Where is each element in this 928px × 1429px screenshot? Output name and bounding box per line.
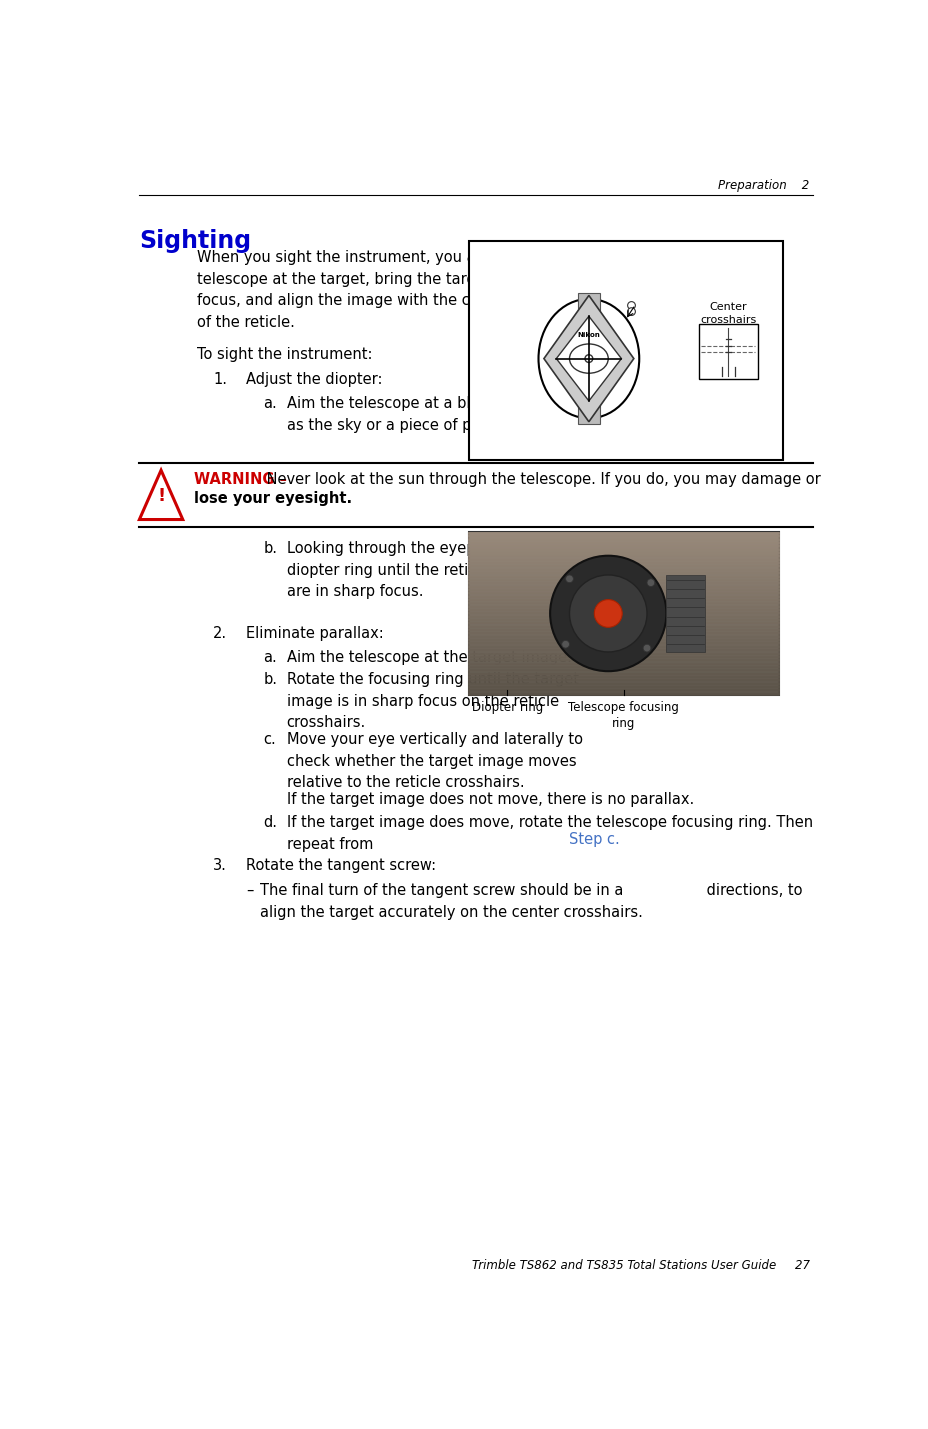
Circle shape [561,640,569,649]
Circle shape [549,556,665,672]
Text: Rotate the focusing ring until the target
image is in sharp focus on the reticle: Rotate the focusing ring until the targe… [287,672,578,730]
Circle shape [642,644,651,652]
Text: lose your eyesight.: lose your eyesight. [193,492,352,506]
Circle shape [594,600,622,627]
Text: Rotate the tangent screw:: Rotate the tangent screw: [246,859,436,873]
Circle shape [627,302,635,309]
Circle shape [646,579,654,586]
Bar [577,293,599,324]
Text: d.: d. [264,815,277,830]
Text: b.: b. [264,542,277,556]
Ellipse shape [538,299,638,419]
Bar [577,393,599,424]
Text: Move your eye vertically and laterally to
check whether the target image moves
r: Move your eye vertically and laterally t… [287,732,582,790]
Text: Telescope focusing
ring: Telescope focusing ring [568,702,678,730]
Text: Diopter ring: Diopter ring [471,702,543,714]
Text: Preparation    2: Preparation 2 [717,179,809,191]
Text: b.: b. [264,672,277,687]
Text: The final turn of the tangent screw should be in a                  directions, : The final turn of the tangent screw shou… [260,883,802,919]
Text: Aim the telescope at the target image.: Aim the telescope at the target image. [287,650,571,666]
Text: c.: c. [264,732,276,747]
Bar [698,324,757,379]
Text: When you sight the instrument, you aim the
telescope at the target, bring the ta: When you sight the instrument, you aim t… [198,250,588,330]
Text: Aim the telescope at a blank area, such
as the sky or a piece of paper.: Aim the telescope at a blank area, such … [287,396,577,433]
Bar [469,240,781,460]
Text: To sight the instrument:: To sight the instrument: [198,347,373,362]
Text: a.: a. [264,396,277,412]
Text: 2.: 2. [213,626,226,640]
Text: –: – [246,883,253,897]
Polygon shape [139,470,183,520]
Text: If the target image does not move, there is no parallax.: If the target image does not move, there… [287,792,693,807]
Text: Center
crosshairs: Center crosshairs [700,303,755,324]
Text: Adjust the diopter:: Adjust the diopter: [246,372,382,387]
Text: 3.: 3. [213,859,226,873]
Text: If the target image does move, rotate the telescope focusing ring. Then
repeat f: If the target image does move, rotate th… [287,815,812,852]
Text: a.: a. [264,650,277,666]
Polygon shape [543,296,633,422]
Text: Step c.: Step c. [568,832,619,847]
Text: 1.: 1. [213,372,226,387]
Polygon shape [556,316,621,402]
Text: Looking through the eyepiece, rotate the
diopter ring until the reticle crosshai: Looking through the eyepiece, rotate the… [287,542,586,599]
Circle shape [569,574,646,652]
Text: Eliminate parallax:: Eliminate parallax: [246,626,383,640]
Text: Never look at the sun through the telescope. If you do, you may damage or: Never look at the sun through the telesc… [262,472,819,487]
Text: WARNING –: WARNING – [193,472,286,487]
Circle shape [565,574,573,583]
Text: !: ! [157,487,165,506]
Text: Trimble TS862 and TS835 Total Stations User Guide     27: Trimble TS862 and TS835 Total Stations U… [471,1259,809,1272]
Bar [469,532,778,694]
Circle shape [627,307,635,316]
Bar [665,574,704,652]
Circle shape [585,354,592,363]
Text: Nikon: Nikon [577,333,599,339]
Ellipse shape [569,344,608,373]
Text: Sighting: Sighting [139,229,251,253]
